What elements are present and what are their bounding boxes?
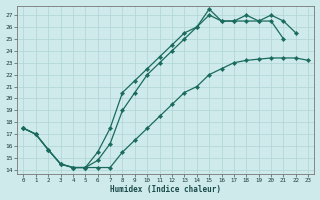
X-axis label: Humidex (Indice chaleur): Humidex (Indice chaleur) <box>110 185 221 194</box>
